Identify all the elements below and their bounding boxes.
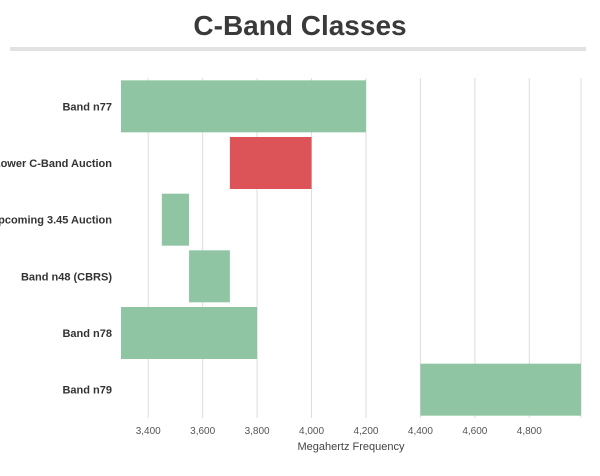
x-tick-label: 4,000 bbox=[299, 426, 324, 437]
bars bbox=[121, 80, 581, 416]
range-bar bbox=[229, 137, 312, 189]
x-tick-labels: 3,400 3,600 3,800 4,000 4,200 4,400 4,600 4,800 bbox=[136, 426, 543, 437]
x-tick-label: 4,600 bbox=[462, 426, 487, 437]
category-label: Lower C-Band Auction bbox=[0, 158, 112, 170]
x-tick-label: 3,400 bbox=[136, 426, 161, 437]
category-label: Band n48 (CBRS) bbox=[21, 271, 112, 283]
x-tick-label: 3,800 bbox=[245, 426, 270, 437]
gridlines bbox=[147, 78, 582, 418]
range-bar bbox=[420, 363, 581, 416]
range-bar bbox=[161, 193, 190, 246]
x-tick-label: 4,200 bbox=[353, 426, 378, 437]
range-bar bbox=[189, 250, 230, 303]
category-labels: Band n77 Lower C-Band Auction Upcoming 3.4… bbox=[0, 101, 112, 396]
title-divider bbox=[10, 47, 586, 51]
x-axis-label: Megahertz Frequency bbox=[298, 441, 405, 453]
category-label: Band n79 bbox=[62, 385, 112, 397]
chart-title: C-Band Classes bbox=[193, 10, 407, 41]
range-bar bbox=[121, 80, 366, 133]
x-tick-label: 3,600 bbox=[190, 426, 215, 437]
x-tick-label: 4,400 bbox=[408, 426, 433, 437]
category-label: Band n78 bbox=[62, 328, 112, 340]
category-label: Band n77 bbox=[62, 101, 112, 113]
category-label: Upcoming 3.45 Auction bbox=[0, 215, 112, 227]
range-bar bbox=[121, 307, 258, 359]
x-tick-label: 4,800 bbox=[517, 426, 542, 437]
